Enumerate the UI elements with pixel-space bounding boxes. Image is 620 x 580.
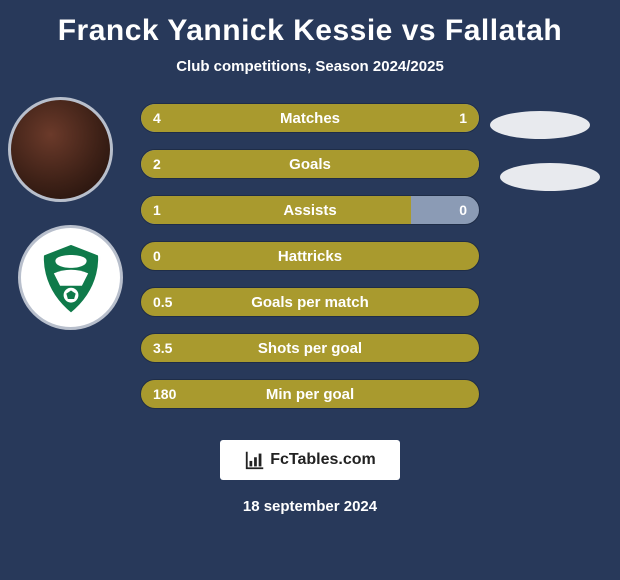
- club-crest-icon: [32, 239, 110, 317]
- stat-label: Goals: [141, 150, 479, 178]
- stat-row: 2Goals: [140, 149, 480, 179]
- brand-text: FcTables.com: [270, 451, 376, 469]
- stat-row: 3.5Shots per goal: [140, 333, 480, 363]
- stat-label: Goals per match: [141, 288, 479, 316]
- stat-label: Hattricks: [141, 242, 479, 270]
- stat-label: Matches: [141, 104, 479, 132]
- stat-row: 180Min per goal: [140, 379, 480, 409]
- stat-row: 41Matches: [140, 103, 480, 133]
- stat-label: Shots per goal: [141, 334, 479, 362]
- player2-name-pill: [500, 163, 600, 191]
- stat-row: 0Hattricks: [140, 241, 480, 271]
- page-title: Franck Yannick Kessie vs Fallatah: [0, 0, 620, 48]
- stat-label: Assists: [141, 196, 479, 224]
- player1-avatar: [8, 97, 113, 202]
- page-subtitle: Club competitions, Season 2024/2025: [0, 58, 620, 75]
- player2-avatar: [18, 225, 123, 330]
- stat-rows: 41Matches 2Goals 10Assists 0Hattricks 0.5Goa…: [140, 103, 480, 425]
- player1-name-pill: [490, 111, 590, 139]
- date-label: 18 september 2024: [0, 498, 620, 515]
- comparison-area: 41Matches 2Goals 10Assists 0Hattricks 0.5Goa…: [0, 103, 620, 443]
- stat-label: Min per goal: [141, 380, 479, 408]
- brand-badge: FcTables.com: [220, 440, 400, 480]
- stat-row: 10Assists: [140, 195, 480, 225]
- stat-row: 0.5Goals per match: [140, 287, 480, 317]
- brand-chart-icon: [244, 449, 266, 471]
